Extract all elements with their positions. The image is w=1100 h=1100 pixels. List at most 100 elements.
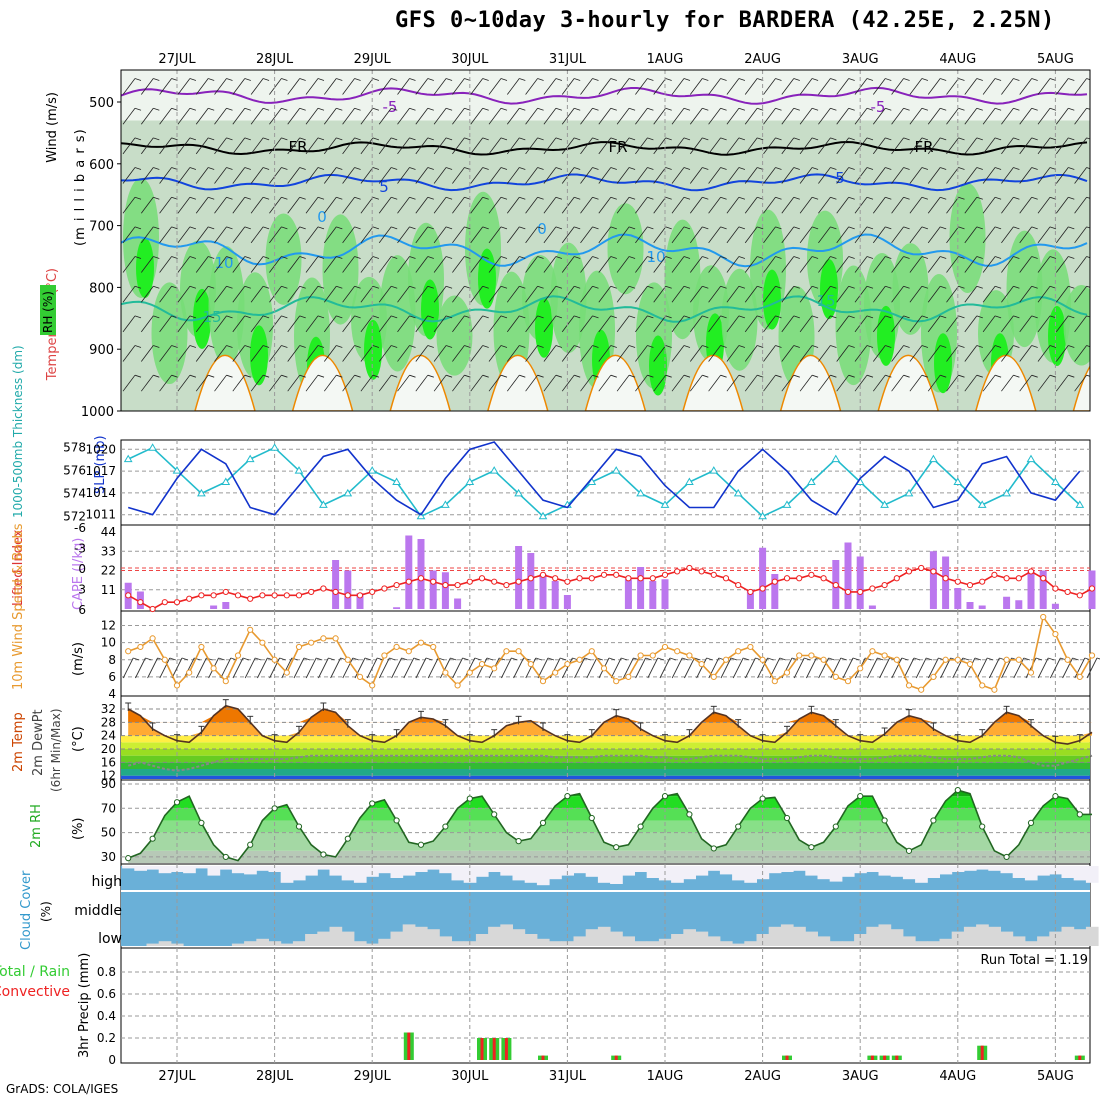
- upper-wind-barb: [653, 374, 667, 392]
- upper-wind-barb-flag: [903, 107, 910, 111]
- upper-wind-barb-flag: [281, 78, 288, 81]
- axis-tick-label: 3: [78, 583, 86, 597]
- upper-wind-barb: [689, 285, 703, 303]
- rh-shade: [1063, 285, 1090, 366]
- upper-wind-barb-flag: [702, 345, 709, 348]
- wind10-line-marker: [417, 639, 425, 646]
- upper-wind-barb: [195, 78, 209, 95]
- wind10-barb-flag: [450, 657, 457, 661]
- li-line-marker: [637, 575, 644, 582]
- upper-wind-barb: [250, 137, 264, 155]
- upper-wind-barb-flag: [354, 374, 361, 378]
- upper-wind-barb-flag: [885, 107, 892, 111]
- cloud-high-bar: [500, 866, 513, 876]
- upper-wind-barb: [946, 196, 959, 214]
- upper-wind-barb: [726, 107, 740, 125]
- upper-wind-barb: [872, 196, 886, 214]
- li-line-marker: [796, 575, 803, 582]
- upper-wind-barb-flag: [262, 78, 270, 81]
- upper-wind-barb-flag: [189, 315, 197, 319]
- cloud-high-bar: [219, 866, 233, 870]
- cloud-high-bar: [622, 866, 635, 876]
- upper-wind-barb: [1019, 107, 1033, 125]
- upper-wind-barb-flag: [775, 137, 782, 141]
- li-line-marker: [527, 575, 534, 582]
- upper-wind-barb-flag: [391, 226, 398, 230]
- upper-wind-barb: [305, 256, 319, 273]
- rh2m-unit: (%): [71, 818, 86, 841]
- upper-wind-barb: [726, 137, 740, 155]
- upper-wind-barb-flag: [134, 315, 142, 319]
- contour-15: [121, 295, 1088, 323]
- wind10-line-marker: [503, 648, 510, 655]
- precip-conv-bar: [980, 1045, 984, 1060]
- upper-wind-barb-flag: [592, 78, 599, 81]
- upper-wind-barb-flag: [830, 374, 837, 378]
- upper-wind-barb-flag: [555, 107, 563, 111]
- upper-wind-barb: [433, 137, 447, 155]
- axis-tick-label: 12: [101, 769, 116, 783]
- upper-wind-barb-flag: [262, 315, 270, 319]
- upper-wind-barb: [561, 137, 575, 155]
- upper-wind-barb-flag: [702, 256, 709, 259]
- upper-wind-barb-flag: [354, 226, 361, 230]
- thickness-line-marker: [977, 500, 987, 508]
- upper-wind-barb-flag: [317, 226, 325, 230]
- upper-wind-barb: [378, 345, 392, 362]
- upper-wind-barb: [360, 345, 374, 362]
- upper-wind-barb: [616, 315, 630, 333]
- upper-wind-barb: [799, 256, 813, 273]
- cloud-high-bar: [475, 866, 489, 877]
- upper-wind-barb: [763, 78, 776, 95]
- upper-wind-barb-flag: [372, 345, 380, 348]
- upper-wind-barb: [250, 256, 264, 273]
- upper-wind-barb-flag: [1068, 315, 1075, 319]
- upper-wind-barb-flag: [866, 167, 874, 170]
- upper-wind-barb-flag: [793, 167, 800, 170]
- thickness-line-marker: [758, 511, 767, 520]
- wind10-barb-flag: [1048, 657, 1055, 661]
- upper-wind-barb: [140, 226, 154, 244]
- wind10-barb-flag: [730, 657, 738, 661]
- upper-wind-barb-flag: [299, 107, 306, 111]
- upper-wind-barb-flag: [702, 137, 709, 141]
- upper-wind-barb-flag: [757, 256, 764, 259]
- upper-wind-barb-flag: [610, 167, 617, 170]
- upper-wind-barb-flag: [537, 374, 544, 378]
- upper-wind-barb-flag: [208, 345, 215, 348]
- wind10-line-marker: [149, 635, 156, 642]
- wind10-barb-flag: [987, 657, 994, 661]
- upper-wind-barb: [378, 285, 392, 303]
- wind10-barb-flag: [401, 657, 408, 661]
- li-line-marker: [844, 588, 852, 596]
- upper-wind-barb: [232, 256, 246, 273]
- upper-wind-barb: [818, 196, 831, 214]
- cloud-high-bar: [963, 866, 977, 871]
- upper-wind-barb-flag: [830, 226, 837, 230]
- upper-wind-barb: [488, 137, 502, 155]
- upper-wind-barb: [909, 137, 923, 155]
- upper-wind-barb: [122, 374, 136, 392]
- upper-wind-barb-flag: [244, 374, 251, 378]
- upper-wind-barb-flag: [775, 196, 782, 200]
- upper-wind-barb: [452, 167, 465, 184]
- cloud-low-bar: [695, 931, 709, 946]
- upper-wind-barb-flag: [1049, 345, 1057, 348]
- upper-wind-barb-flag: [208, 374, 215, 378]
- wind10-barb: [195, 657, 207, 679]
- upper-wind-barb-flag: [1031, 196, 1038, 200]
- upper-wind-barb-flag: [994, 167, 1002, 170]
- rh-shade-dark: [649, 335, 667, 396]
- upper-wind-barb-flag: [1068, 256, 1075, 259]
- upper-wind-barb: [122, 285, 136, 303]
- temp2m-panel: 2m Temp 2m DewPt (6hr Min/Max) (°C) 3228…: [11, 696, 1093, 792]
- cape-bar: [344, 570, 352, 609]
- precip-conv-bar: [883, 1055, 887, 1060]
- cloud-panel: Cloud Cover (%) high middle low: [19, 864, 1099, 950]
- upper-wind-barb: [342, 374, 355, 392]
- upper-wind-barb-flag: [775, 167, 782, 170]
- rh2m-point: [905, 847, 913, 854]
- upper-wind-barb-flag: [921, 226, 929, 230]
- upper-wind-barb-flag: [226, 167, 233, 170]
- cloud-high-bar: [292, 866, 306, 881]
